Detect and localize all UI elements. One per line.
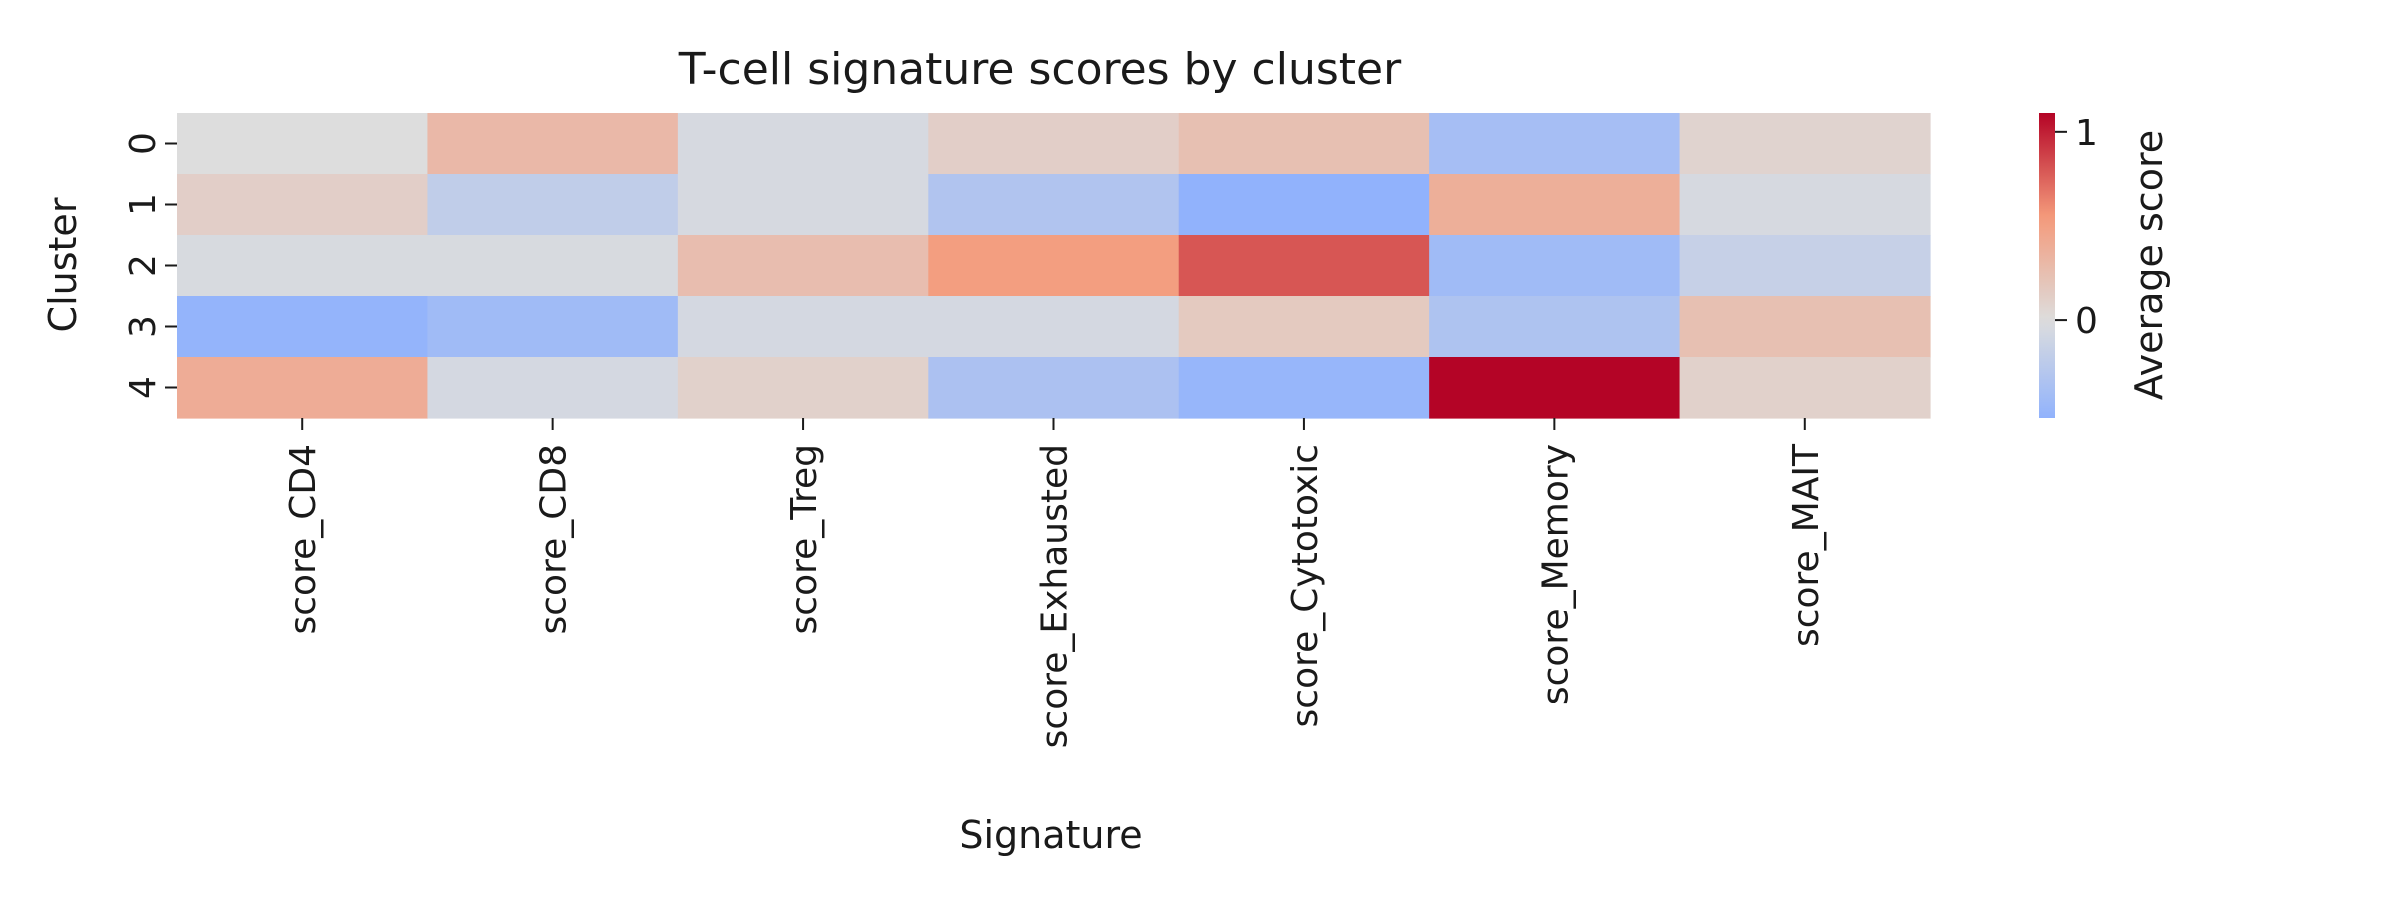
heatmap-cell — [1429, 357, 1681, 419]
colorbar-label: Average score — [2127, 130, 2171, 400]
x-tick-label: score_Treg — [784, 444, 825, 634]
y-tick-label: 3 — [123, 315, 164, 338]
heatmap-cell — [1679, 296, 1931, 358]
x-tick-label: score_MAIT — [1786, 443, 1827, 647]
y-tick-label: 1 — [123, 193, 164, 216]
heatmap-cell — [928, 296, 1180, 358]
heatmap-cell — [928, 113, 1180, 175]
heatmap-cell — [928, 174, 1180, 236]
heatmap-cell — [177, 235, 429, 297]
heatmap-cell — [677, 113, 929, 175]
heatmap-cell — [1429, 113, 1681, 175]
heatmap-cell — [1679, 113, 1931, 175]
x-axis-ticks: score_CD4 score_CD8 score_Treg score_Exhaus… — [283, 418, 1827, 748]
x-tick-label: score_Exhausted — [1035, 444, 1076, 748]
chart-title: T-cell signature scores by cluster — [678, 44, 1402, 95]
heatmap-cell — [427, 174, 679, 236]
colorbar-tick-label: 1 — [2075, 113, 2098, 154]
x-tick-label: score_CD8 — [534, 444, 575, 635]
x-tick-label: score_Memory — [1535, 444, 1576, 705]
heatmap-cell — [928, 235, 1180, 297]
heatmap-cell — [677, 235, 929, 297]
heatmap-cell — [1429, 296, 1681, 358]
y-tick-label: 0 — [123, 132, 164, 155]
y-tick-label: 4 — [123, 376, 164, 399]
y-axis-label: Cluster — [41, 197, 85, 332]
heatmap-cell — [677, 296, 929, 358]
heatmap-cell — [177, 113, 429, 175]
heatmap-cell — [427, 296, 679, 358]
heatmap-cell — [1679, 174, 1931, 236]
heatmap-cell — [1429, 235, 1681, 297]
heatmap-cell — [427, 357, 679, 419]
heatmap-cell — [677, 174, 929, 236]
x-tick-label: score_CD4 — [283, 444, 324, 635]
heatmap-cell — [1178, 113, 1430, 175]
heatmap-cell — [177, 357, 429, 419]
heatmap-cell — [1178, 174, 1430, 236]
heatmap-cells — [177, 113, 1931, 419]
colorbar-ticks: 10 — [2055, 113, 2098, 342]
heatmap-cell — [1178, 357, 1430, 419]
heatmap-cell — [177, 174, 429, 236]
x-axis-label: Signature — [959, 813, 1142, 857]
colorbar — [2039, 113, 2055, 418]
heatmap-cell — [1429, 174, 1681, 236]
heatmap-cell — [177, 296, 429, 358]
colorbar-tick-label: 0 — [2075, 301, 2098, 342]
heatmap-cell — [427, 235, 679, 297]
x-tick-label: score_Cytotoxic — [1285, 444, 1326, 727]
heatmap-cell — [1178, 235, 1430, 297]
heatmap-cell — [427, 113, 679, 175]
heatmap-cell — [1679, 357, 1931, 419]
y-tick-label: 2 — [123, 254, 164, 277]
heatmap-cell — [1679, 235, 1931, 297]
y-axis-ticks: 0 1 2 3 4 — [123, 132, 177, 399]
heatmap-cell — [1178, 296, 1430, 358]
heatmap-cell — [928, 357, 1180, 419]
heatmap-cell — [677, 357, 929, 419]
